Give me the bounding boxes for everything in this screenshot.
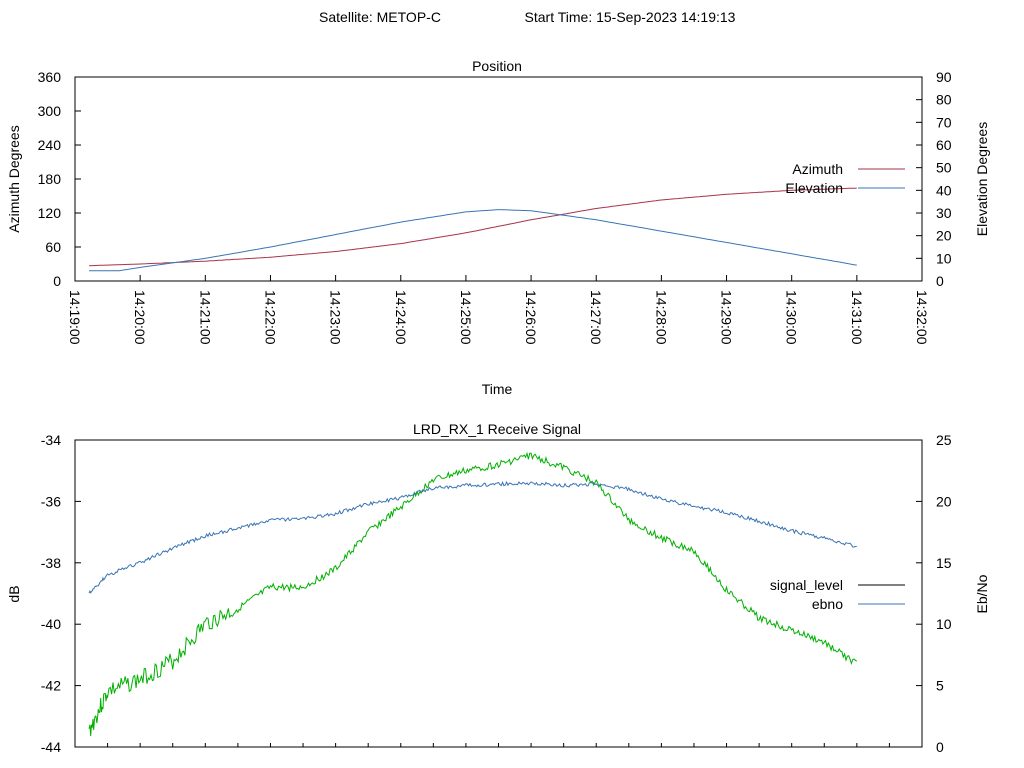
position-x-axis-label: Time: [482, 381, 513, 397]
x-tick-label: 14:28:00: [653, 290, 669, 345]
y2-tick-label: 20: [936, 493, 952, 509]
y2-tick-label: 60: [936, 137, 952, 153]
y-tick-label: 240: [38, 137, 62, 153]
y-tick-label: -44: [41, 739, 61, 755]
y-tick-label: -38: [41, 555, 61, 571]
y-tick-label: 60: [45, 239, 61, 255]
signal-series-layer: [88, 451, 858, 737]
signal-plot-frame: [74, 439, 923, 748]
position-chart-title: Position: [472, 58, 522, 74]
position-chart: Position 0 60 120 180 240 300 360 0 10 20 30 40 50 6…: [6, 58, 990, 397]
y-tick-label: -36: [41, 493, 61, 509]
series-line-signal-level: [88, 451, 858, 737]
x-tick-label: 14:23:00: [328, 290, 344, 345]
y2-tick-label: 50: [936, 160, 952, 176]
position-y-tick-labels: 0 60 120 180 240 300 360: [38, 69, 62, 289]
y2-tick-label: 10: [936, 250, 952, 266]
satellite-label: Satellite: METOP-C: [319, 9, 441, 25]
position-y2-axis-label: Elevation Degrees: [974, 122, 990, 236]
x-tick-label: 14:31:00: [849, 290, 865, 345]
signal-chart: LRD_RX_1 Receive Signal -44-42-40-38-36-…: [6, 421, 990, 755]
series-line-elevation: [89, 209, 857, 272]
signal-y-tick-labels: -44 -42 -40 -38 -36 -34: [41, 432, 61, 755]
x-tick-label: 14:19:00: [67, 290, 83, 345]
position-plot-frame: [74, 76, 923, 282]
y-tick-label: -34: [41, 432, 61, 448]
y-tick-label: 180: [38, 171, 62, 187]
signal-legend: signal_level ebno: [770, 577, 905, 612]
position-x-tick-labels: 14:19:00 14:20:00 14:21:00 14:22:00 14:23:00…: [67, 290, 930, 345]
position-series-layer: [89, 187, 857, 272]
legend-azimuth-label: Azimuth: [792, 161, 843, 177]
y2-tick-label: 25: [936, 432, 952, 448]
x-tick-label: 14:22:00: [262, 290, 278, 345]
x-tick-label: 14:25:00: [458, 290, 474, 345]
signal-y2-tick-labels: 0 5 10 15 20 25: [936, 432, 952, 755]
start-time-label: Start Time: 15-Sep-2023 14:19:13: [525, 9, 736, 25]
x-tick-label: 14:20:00: [132, 290, 148, 345]
x-tick-label: 14:29:00: [719, 290, 735, 345]
y-tick-label: 300: [38, 103, 62, 119]
y-tick-label: 120: [38, 205, 62, 221]
y2-tick-label: 30: [936, 205, 952, 221]
y-tick-label: -42: [41, 678, 61, 694]
x-tick-label: 14:32:00: [914, 290, 930, 345]
series-line-azimuth: [89, 187, 857, 267]
signal-grid-ticks: [74, 439, 923, 748]
x-tick-label: 14:21:00: [197, 290, 213, 345]
series-line-ebno: [88, 480, 857, 594]
y2-tick-label: 70: [936, 114, 952, 130]
position-y2-tick-labels: 0 10 20 30 40 50 60 70 80 90: [936, 69, 952, 289]
y2-tick-label: 90: [936, 69, 952, 85]
y2-tick-label: 5: [936, 678, 944, 694]
y-tick-label: -40: [41, 616, 61, 632]
y2-tick-label: 0: [936, 739, 944, 755]
y-tick-label: 360: [38, 69, 62, 85]
x-tick-label: 14:24:00: [393, 290, 409, 345]
y2-tick-label: 40: [936, 182, 952, 198]
position-y-axis-label: Azimuth Degrees: [6, 125, 22, 232]
x-tick-label: 14:26:00: [523, 290, 539, 345]
position-grid-ticks: [74, 76, 923, 282]
y2-tick-label: 0: [936, 273, 944, 289]
signal-y-axis-label: dB: [6, 585, 22, 602]
y-tick-label: 0: [53, 273, 61, 289]
y2-tick-label: 80: [936, 92, 952, 108]
y2-tick-label: 15: [936, 555, 952, 571]
position-legend: Azimuth Elevation: [785, 161, 905, 196]
x-tick-label: 14:30:00: [784, 290, 800, 345]
legend-elevation-label: Elevation: [785, 180, 843, 196]
y2-tick-label: 10: [936, 616, 952, 632]
signal-y2-axis-label: Eb/No: [974, 574, 990, 613]
signal-chart-title: LRD_RX_1 Receive Signal: [413, 421, 581, 437]
legend-ebno-label: ebno: [812, 596, 843, 612]
legend-signal-level-label: signal_level: [770, 577, 843, 593]
x-tick-label: 14:27:00: [588, 290, 604, 345]
y2-tick-label: 20: [936, 228, 952, 244]
